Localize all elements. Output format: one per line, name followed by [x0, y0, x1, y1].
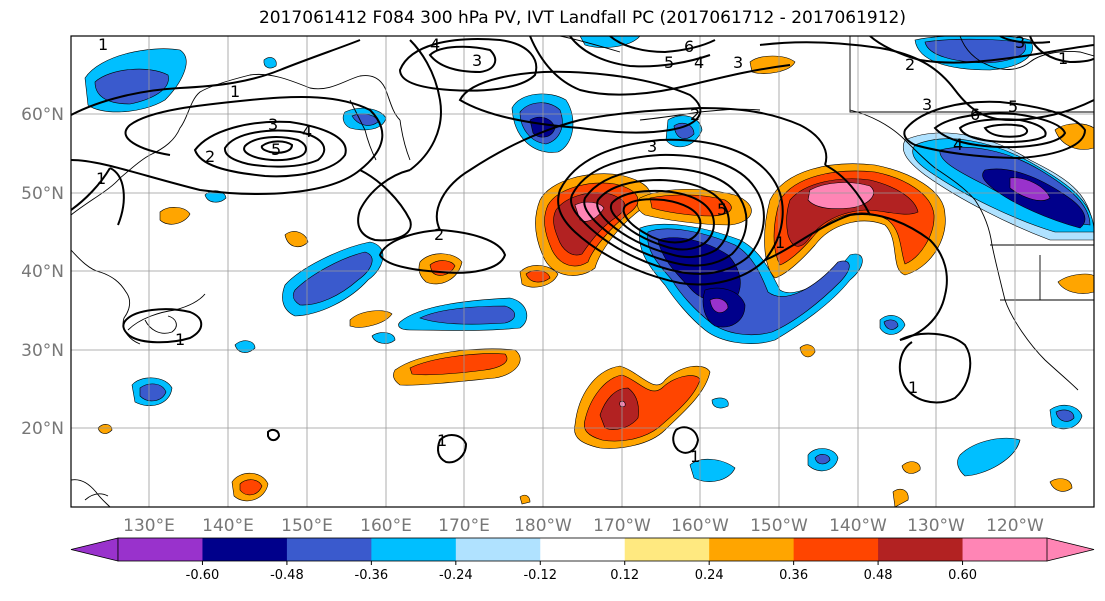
contour-label: 5 [271, 140, 281, 159]
coastlines [71, 36, 1094, 507]
contour-label: 3 [472, 51, 482, 70]
contour-label: 1 [775, 233, 785, 252]
contour-label: 1 [98, 35, 108, 54]
longitude-label: 160°E [360, 516, 412, 536]
colorbar-tick-label: -0.48 [270, 568, 304, 583]
contour-label: 1 [230, 82, 240, 101]
contour-labels: 1 1 2 3 4 5 1 2 4 3 6 5 4 3 2 3 5 1 3 6 … [96, 33, 1068, 466]
longitude-labels: 130°E 140°E 150°E 160°E 170°E 180°W 170°… [123, 516, 1044, 536]
colorbar-segment [371, 538, 457, 561]
colorbar-tick-label: -0.60 [186, 568, 220, 583]
colorbar-segment [878, 538, 964, 561]
longitude-label: 150°E [281, 516, 333, 536]
colorbar-tick-label: -0.36 [355, 568, 389, 583]
colorbar-ticks: -0.60 -0.48 -0.36 -0.24 -0.12 0.12 0.24 0.36 0.4… [186, 561, 977, 583]
contour-label: 3 [922, 95, 932, 114]
colorbar-arrow-min [70, 537, 119, 562]
colorbar-tick-label: -0.24 [439, 568, 473, 583]
contour-label: 5 [664, 53, 674, 72]
contour-label: 3 [647, 137, 657, 156]
colorbar-segment [118, 538, 203, 561]
colorbar-segment [202, 538, 288, 561]
contour-label: 1 [690, 447, 700, 466]
colorbar-segment [709, 538, 795, 561]
latitude-label: 50°N [21, 184, 64, 204]
contour-label: 1 [175, 330, 185, 349]
colorbar-segment [455, 538, 541, 561]
contour-label: 2 [905, 55, 915, 74]
longitude-label: 170°E [438, 516, 490, 536]
colorbar-tick-label: -0.12 [523, 568, 557, 583]
contour-label: 6 [970, 105, 980, 124]
latitude-label: 30°N [21, 341, 64, 361]
contour-label: 5 [717, 200, 727, 219]
latitude-label: 20°N [21, 419, 64, 439]
contour-label: 3 [268, 115, 278, 134]
map-frame [70, 35, 1095, 508]
colorbar-arrow-max [1046, 537, 1095, 562]
colorbar-segment [286, 538, 372, 561]
longitude-label: 140°W [829, 516, 887, 536]
longitude-label: 170°W [593, 516, 651, 536]
contour-label: 1 [96, 169, 106, 188]
longitude-label: 140°E [202, 516, 254, 536]
contour-label: 3 [1015, 33, 1025, 52]
contour-label: 6 [684, 37, 694, 56]
colorbar-segment [540, 538, 626, 561]
contour-label: 1 [908, 378, 918, 397]
latitude-labels: 60°N 50°N 40°N 30°N 20°N [21, 105, 64, 439]
longitude-label: 160°W [671, 516, 729, 536]
colorbar-tick-label: 0.60 [948, 568, 977, 583]
contour-label: 2 [434, 225, 444, 244]
colorbar-tick-label: 0.36 [779, 568, 808, 583]
contour-label: 2 [205, 147, 215, 166]
contour-label: 1 [1058, 49, 1068, 68]
colorbar-frame [117, 537, 1048, 562]
colorbar-tick-label: 0.12 [610, 568, 639, 583]
colorbar-segment [962, 538, 1048, 561]
colorbar-tick-label: 0.48 [864, 568, 893, 583]
colorbar-segment [624, 538, 710, 561]
contour-label: 4 [302, 122, 312, 141]
longitude-label: 130°E [123, 516, 175, 536]
contour-label: 4 [430, 35, 440, 54]
contour-label: 5 [1008, 97, 1018, 116]
latitude-label: 60°N [21, 105, 64, 125]
contour-label: 2 [690, 105, 700, 124]
map-title: 2017061412 F084 300 hPa PV, IVT Landfall… [258, 8, 906, 28]
colorbar-segment [793, 538, 879, 561]
contour-label: 4 [694, 53, 704, 72]
colorbar [70, 537, 1095, 562]
contour-label: 1 [437, 431, 447, 450]
colorbar-tick-label: 0.24 [695, 568, 724, 583]
contour-label: 3 [733, 53, 743, 72]
latitude-label: 40°N [21, 262, 64, 282]
longitude-label: 120°W [986, 516, 1044, 536]
ivt-contours [71, 36, 1094, 464]
longitude-label: 180°W [514, 516, 572, 536]
contour-label: 4 [953, 135, 963, 154]
longitude-label: 150°W [750, 516, 808, 536]
longitude-label: 130°W [907, 516, 965, 536]
